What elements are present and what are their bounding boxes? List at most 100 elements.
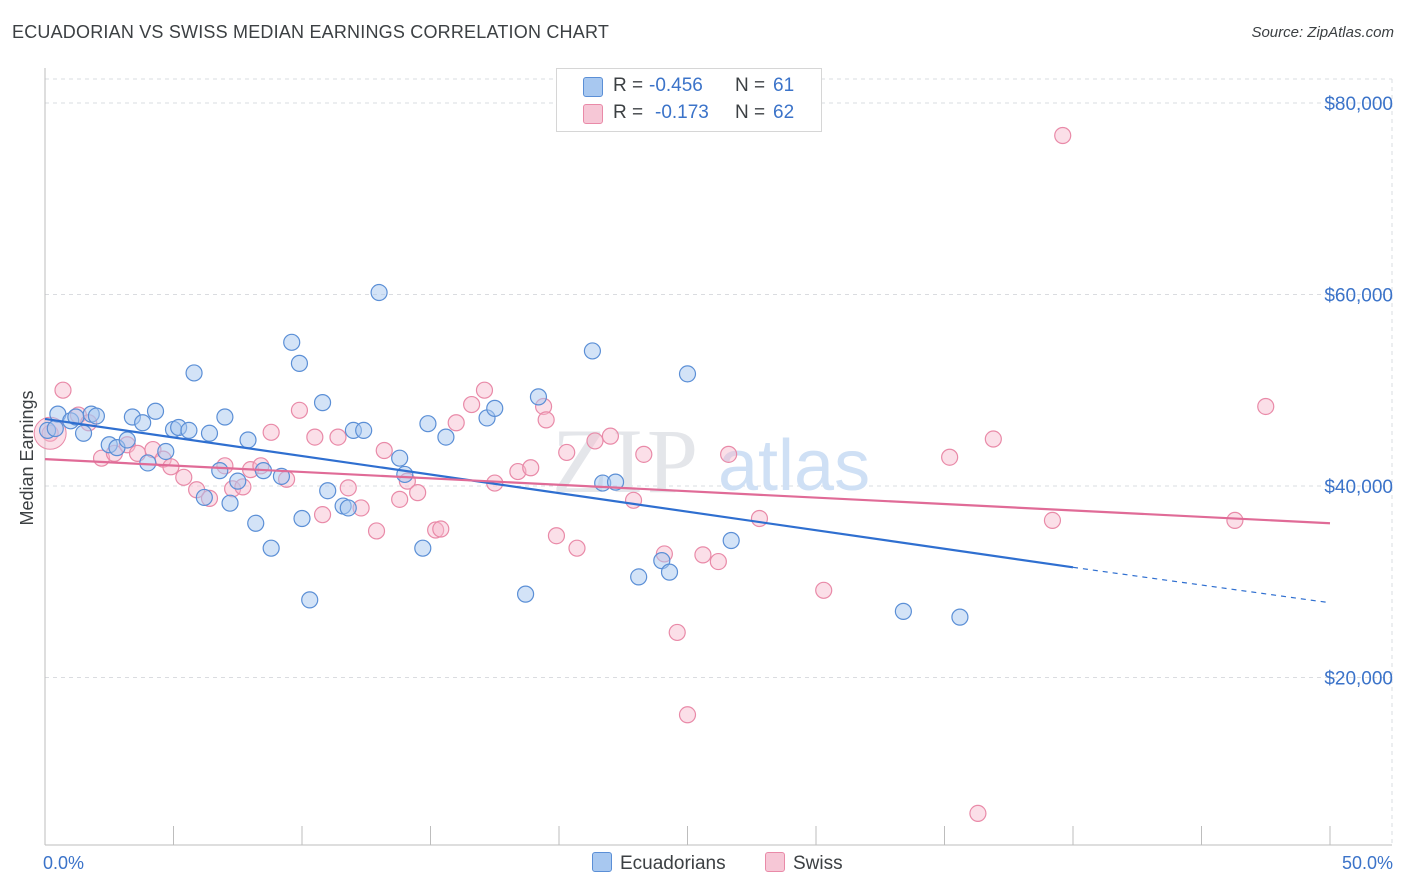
swiss-point — [969, 804, 987, 823]
ecuadorian-point — [414, 539, 432, 557]
ecuadorian-point — [437, 428, 455, 446]
ecuadorian-point — [583, 342, 602, 360]
swiss-point — [537, 411, 555, 429]
swiss-point — [1257, 397, 1275, 416]
ecuadorian-point — [200, 424, 219, 442]
ecuadorian-trend-line — [44, 417, 1074, 569]
legend-n-label: N = — [735, 75, 766, 96]
chart-title: ECUADORIAN VS SWISS MEDIAN EARNINGS CORR… — [12, 22, 610, 42]
swiss-point — [720, 445, 738, 463]
swiss-point — [678, 706, 697, 724]
swiss-point — [694, 546, 712, 564]
ecuadorian-point — [216, 408, 234, 426]
ecuadorian-point — [87, 407, 106, 425]
ecuadorian-point — [74, 424, 93, 442]
swiss-point — [175, 468, 193, 486]
swiss-point — [463, 395, 481, 414]
ecuadorian-point — [313, 394, 332, 412]
legend-n-value: 61 — [773, 75, 795, 96]
swiss-point — [509, 462, 527, 481]
ecuadorian-point — [195, 488, 213, 507]
x-tick-label: 0.0% — [43, 853, 84, 873]
legend-r-label: R = — [613, 102, 644, 123]
swiss-point — [447, 414, 465, 432]
swiss-point — [601, 427, 620, 445]
y-tick-labels: $20,000 $40,000 $60,000 $80,000 — [1324, 94, 1393, 690]
ecuadorian-point — [262, 539, 280, 557]
ecuadorian-point — [951, 608, 969, 626]
swiss-point — [624, 491, 643, 509]
legend-r-value: -0.456 — [649, 75, 703, 96]
ecuadorian-point — [211, 462, 229, 480]
ecuadorian-point — [290, 354, 309, 372]
swiss-point — [750, 509, 769, 528]
swiss-point — [54, 381, 72, 399]
ecuadorian-points — [38, 283, 969, 626]
ecuadorian-point — [419, 415, 437, 433]
swiss-point — [329, 428, 347, 446]
swiss-point — [339, 479, 357, 497]
source-label: Source: ZipAtlas.com — [1251, 24, 1394, 41]
y-axis-title: Median Earnings — [17, 390, 37, 525]
ecuadorian-point — [319, 482, 337, 500]
ecuadorian-point — [678, 365, 697, 383]
ecuadorian-point — [396, 465, 414, 484]
ecuadorian-point — [118, 431, 136, 449]
legend-r-value: -0.173 — [655, 102, 709, 123]
axis-layer — [44, 68, 1392, 846]
swiss-point — [306, 428, 324, 446]
legend-swatch-blue — [583, 77, 603, 97]
ecuadorian-point — [46, 419, 64, 438]
ecuadorian-point — [894, 602, 912, 620]
swiss-point — [586, 432, 604, 450]
ecuadorian-point — [272, 467, 291, 485]
ecuadorian-point — [283, 333, 301, 351]
ecuadorian-point — [486, 399, 504, 417]
ecuadorian-point — [355, 421, 373, 440]
swiss-point — [290, 401, 309, 419]
ecuadorian-point — [606, 473, 625, 491]
swiss-point — [427, 521, 445, 539]
ecuadorian-point — [221, 494, 239, 512]
swiss-point — [635, 445, 653, 463]
y-tick-label: $40,000 — [1324, 477, 1393, 498]
bottom-legend-swatch-pink — [765, 852, 785, 872]
ecuadorian-point — [134, 414, 152, 432]
bottom-legend-swatch-blue — [592, 852, 612, 872]
swiss-point — [568, 539, 586, 557]
swiss-point — [547, 527, 566, 545]
legend-swatch-pink — [583, 104, 603, 124]
bottom-legend-label: Ecuadorians — [620, 853, 726, 874]
swiss-point — [984, 430, 1002, 448]
ecuadorian-point — [146, 402, 165, 420]
swiss-trend-line — [44, 458, 1331, 525]
swiss-point — [558, 443, 576, 462]
bottom-legend-ecuadorians[interactable]: Ecuadorians — [592, 852, 726, 878]
legend-n-label: N = — [735, 102, 766, 123]
watermark-atlas: atlas — [718, 426, 870, 506]
swiss-point — [475, 381, 494, 399]
bottom-legend-label: Swiss — [793, 853, 843, 874]
x-tick-label: 50.0% — [1342, 853, 1393, 873]
bottom-legend-swiss[interactable]: Swiss — [765, 852, 843, 878]
swiss-point — [409, 484, 427, 502]
ecuadorian-point — [391, 449, 409, 467]
swiss-point — [668, 623, 686, 642]
legend-n-value: 62 — [773, 102, 795, 123]
swiss-point — [815, 581, 833, 599]
swiss-point — [375, 441, 393, 460]
ecuadorian-point — [370, 283, 388, 302]
swiss-point — [709, 552, 727, 571]
ecuadorian-point — [293, 509, 311, 528]
y-tick-label: $20,000 — [1324, 668, 1393, 689]
swiss-point — [522, 459, 540, 477]
ecuadorian-point — [185, 364, 203, 382]
ecuadorian-point — [229, 472, 247, 490]
ecuadorian-point — [339, 499, 357, 517]
ecuadorian-point — [180, 421, 198, 440]
swiss-point — [1226, 511, 1244, 530]
trend-lines — [44, 417, 1331, 604]
ecuadorian-point — [301, 591, 319, 609]
correlation-legend: R = -0.456 N = 61 R = -0.173 N = 62 — [556, 68, 822, 132]
